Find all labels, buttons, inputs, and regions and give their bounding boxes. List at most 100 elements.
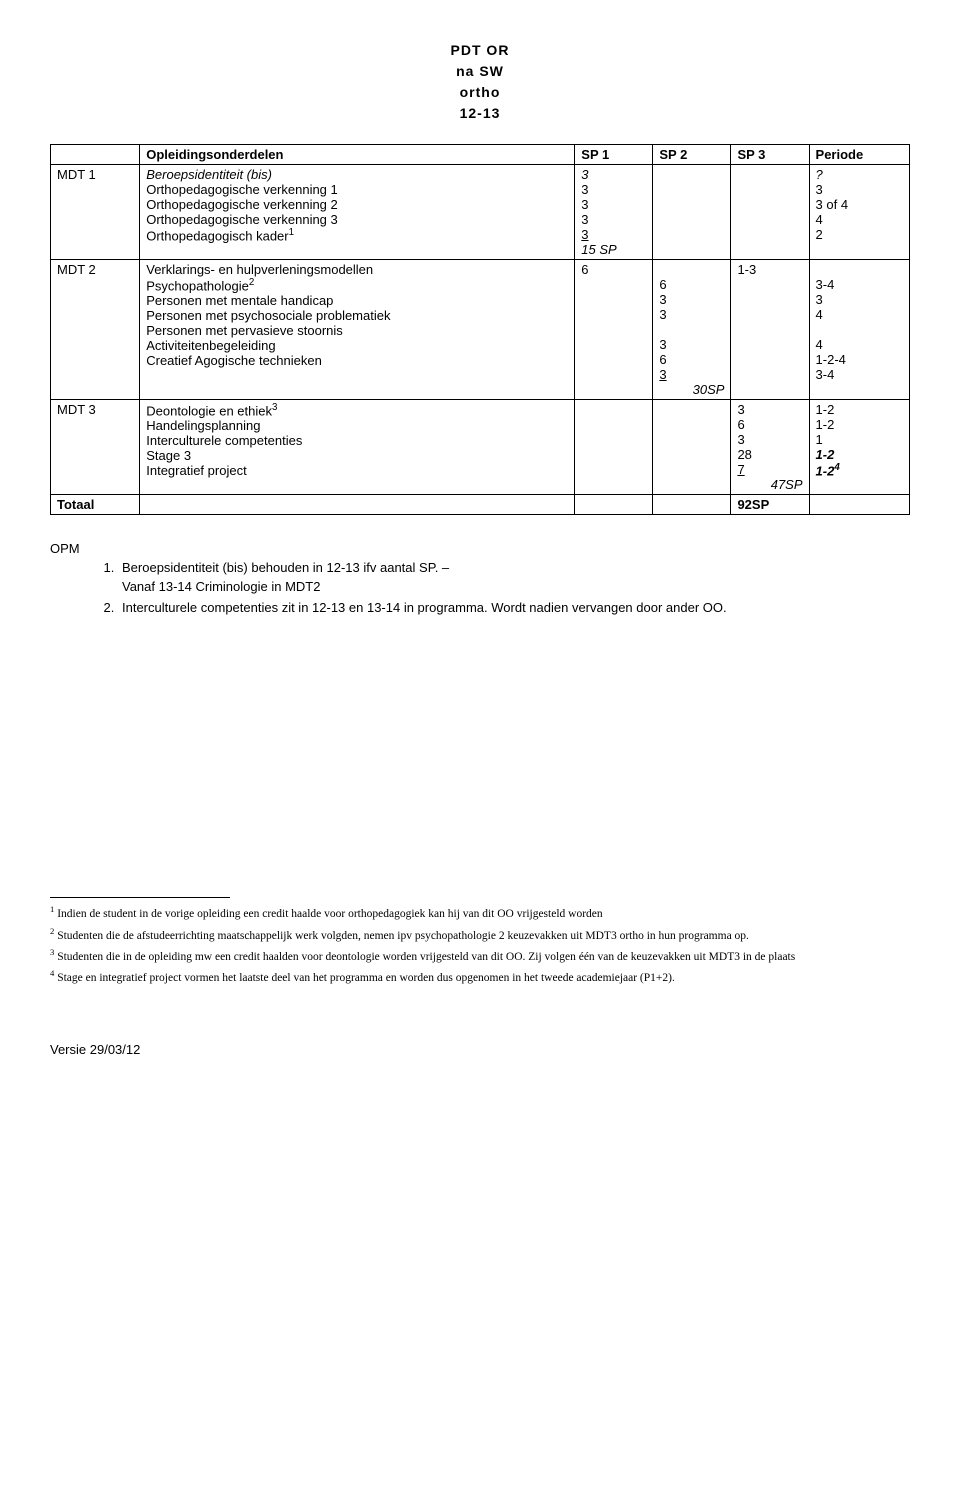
mdt2-label: MDT 2 bbox=[51, 260, 140, 400]
course-name: Orthopedagogisch kader1 bbox=[146, 227, 568, 243]
course-name: Creatief Agogische technieken bbox=[146, 353, 568, 368]
empty-cell bbox=[653, 400, 731, 495]
course-name: Activiteitenbegeleiding bbox=[146, 338, 568, 353]
footnote-text: Stage en integratief project vormen het … bbox=[57, 972, 675, 984]
table-row: MDT 1 Beroepsidentiteit (bis) Orthopedag… bbox=[51, 165, 910, 260]
sp-value: 3 bbox=[581, 197, 646, 212]
table-header-row: Opleidingsonderdelen SP 1 SP 2 SP 3 Peri… bbox=[51, 145, 910, 165]
version-text: Versie 29/03/12 bbox=[50, 1042, 910, 1057]
mdt1-desc-cell: Beroepsidentiteit (bis) Orthopedagogisch… bbox=[140, 165, 575, 260]
footnote-text: Studenten die in de opleiding mw een cre… bbox=[57, 951, 795, 963]
notes-section: OPM Beroepsidentiteit (bis) behouden in … bbox=[90, 540, 910, 617]
course-name: Psychopathologie2 bbox=[146, 277, 568, 293]
mdt2-sp3-cell: 1-3 bbox=[731, 260, 809, 400]
periode-value: 3 bbox=[816, 292, 903, 307]
footnote: 3 Studenten die in de opleiding mw een c… bbox=[50, 947, 910, 965]
th-periode: Periode bbox=[809, 145, 909, 165]
th-empty bbox=[51, 145, 140, 165]
note-item: Beroepsidentiteit (bis) behouden in 12-1… bbox=[118, 559, 910, 597]
title-line-3: ortho bbox=[50, 82, 910, 103]
footnotes-separator bbox=[50, 897, 230, 898]
footnotes-section: 1 Indien de student in de vorige opleidi… bbox=[50, 904, 910, 986]
periode-value: 3 of 4 bbox=[816, 197, 903, 212]
note-item: Interculturele competenties zit in 12-13… bbox=[118, 599, 910, 618]
sp-value: 1-3 bbox=[737, 262, 802, 277]
table-row: MDT 3 Deontologie en ethiek3 Handelingsp… bbox=[51, 400, 910, 495]
course-name: Stage 3 bbox=[146, 448, 568, 463]
mdt3-periode-cell: 1-2 1-2 1 1-2 1-24 bbox=[809, 400, 909, 495]
course-name: Orthopedagogische verkenning 3 bbox=[146, 212, 568, 227]
course-name: Handelingsplanning bbox=[146, 418, 568, 433]
footnote-ref: 4 bbox=[834, 462, 839, 473]
course-name: Orthopedagogische verkenning 1 bbox=[146, 182, 568, 197]
mdt2-periode-cell: 3-4 3 4 4 1-2-4 3-4 bbox=[809, 260, 909, 400]
sp-value: 6 bbox=[581, 262, 646, 277]
sp-value: 3 bbox=[659, 337, 724, 352]
th-opleidingsonderdelen: Opleidingsonderdelen bbox=[140, 145, 575, 165]
mdt1-periode-cell: ? 3 3 of 4 4 2 bbox=[809, 165, 909, 260]
sp-value: 3 bbox=[737, 432, 802, 447]
note-text: Interculturele competenties zit in 12-13… bbox=[122, 600, 727, 615]
periode-value: 1-2 bbox=[816, 417, 903, 432]
periode-value: 1-24 bbox=[816, 462, 903, 478]
periode-value: 4 bbox=[816, 212, 903, 227]
footnote-ref: 1 bbox=[289, 227, 294, 238]
th-sp1: SP 1 bbox=[575, 145, 653, 165]
course-name: Verklarings- en hulpverleningsmodellen bbox=[146, 262, 568, 277]
sp-value: 3 bbox=[737, 402, 802, 417]
course-name: Integratief project bbox=[146, 463, 568, 478]
doc-title: PDT OR na SW ortho 12-13 bbox=[50, 40, 910, 124]
note-text: Beroepsidentiteit (bis) behouden in 12-1… bbox=[122, 560, 449, 575]
periode-value: ? bbox=[816, 167, 903, 182]
total-value: 92SP bbox=[731, 495, 809, 515]
mdt3-desc-cell: Deontologie en ethiek3 Handelingsplannin… bbox=[140, 400, 575, 495]
title-line-4: 12-13 bbox=[50, 103, 910, 124]
th-sp2: SP 2 bbox=[653, 145, 731, 165]
sp-value: 3 bbox=[581, 212, 646, 227]
table-row: MDT 2 Verklarings- en hulpverleningsmode… bbox=[51, 260, 910, 400]
course-name: Personen met psychosociale problematiek bbox=[146, 308, 568, 323]
footnote: 1 Indien de student in de vorige opleidi… bbox=[50, 904, 910, 922]
sp-value: 28 bbox=[737, 447, 802, 462]
sp-value: 3 bbox=[659, 292, 724, 307]
empty-cell bbox=[575, 495, 653, 515]
footnote-text: Studenten die de afstudeerrichting maats… bbox=[57, 930, 749, 942]
sp-value: 3 bbox=[659, 367, 724, 382]
sp-subtotal: 15 SP bbox=[581, 242, 646, 257]
periode-value: 1-2-4 bbox=[816, 352, 903, 367]
sp-value: 6 bbox=[659, 277, 724, 292]
curriculum-table: Opleidingsonderdelen SP 1 SP 2 SP 3 Peri… bbox=[50, 144, 910, 515]
footnote-ref: 3 bbox=[272, 402, 277, 413]
title-line-2: na SW bbox=[50, 61, 910, 82]
sp-value: 3 bbox=[581, 227, 646, 242]
mdt2-sp2-cell: 6 3 3 3 6 3 30SP bbox=[653, 260, 731, 400]
sp-value: 3 bbox=[581, 182, 646, 197]
mdt2-desc-cell: Verklarings- en hulpverleningsmodellen P… bbox=[140, 260, 575, 400]
periode-value: 1-2 bbox=[816, 402, 903, 417]
sp-subtotal: 30SP bbox=[659, 382, 724, 397]
periode-value: 4 bbox=[816, 337, 903, 352]
course-name: Beroepsidentiteit (bis) bbox=[146, 167, 568, 182]
empty-cell bbox=[653, 165, 731, 260]
mdt1-label: MDT 1 bbox=[51, 165, 140, 260]
empty-cell bbox=[809, 495, 909, 515]
course-name: Personen met pervasieve stoornis bbox=[146, 323, 568, 338]
course-name: Deontologie en ethiek3 bbox=[146, 402, 568, 418]
mdt3-label: MDT 3 bbox=[51, 400, 140, 495]
mdt1-sp1-cell: 3 3 3 3 3 15 SP bbox=[575, 165, 653, 260]
mdt3-sp3-cell: 3 6 3 28 7 47SP bbox=[731, 400, 809, 495]
sp-subtotal: 47SP bbox=[737, 477, 802, 492]
empty-cell bbox=[653, 495, 731, 515]
sp-value: 7 bbox=[737, 462, 802, 477]
course-name: Interculturele competenties bbox=[146, 433, 568, 448]
sp-value: 6 bbox=[737, 417, 802, 432]
sp-value: 3 bbox=[659, 307, 724, 322]
sp-value: 6 bbox=[659, 352, 724, 367]
empty-cell bbox=[731, 165, 809, 260]
note-text: Vanaf 13-14 Criminologie in MDT2 bbox=[122, 579, 320, 594]
periode-value: 2 bbox=[816, 227, 903, 242]
th-sp3: SP 3 bbox=[731, 145, 809, 165]
periode-value: 3-4 bbox=[816, 277, 903, 292]
periode-value: 3-4 bbox=[816, 367, 903, 382]
opm-label: OPM bbox=[50, 540, 910, 559]
